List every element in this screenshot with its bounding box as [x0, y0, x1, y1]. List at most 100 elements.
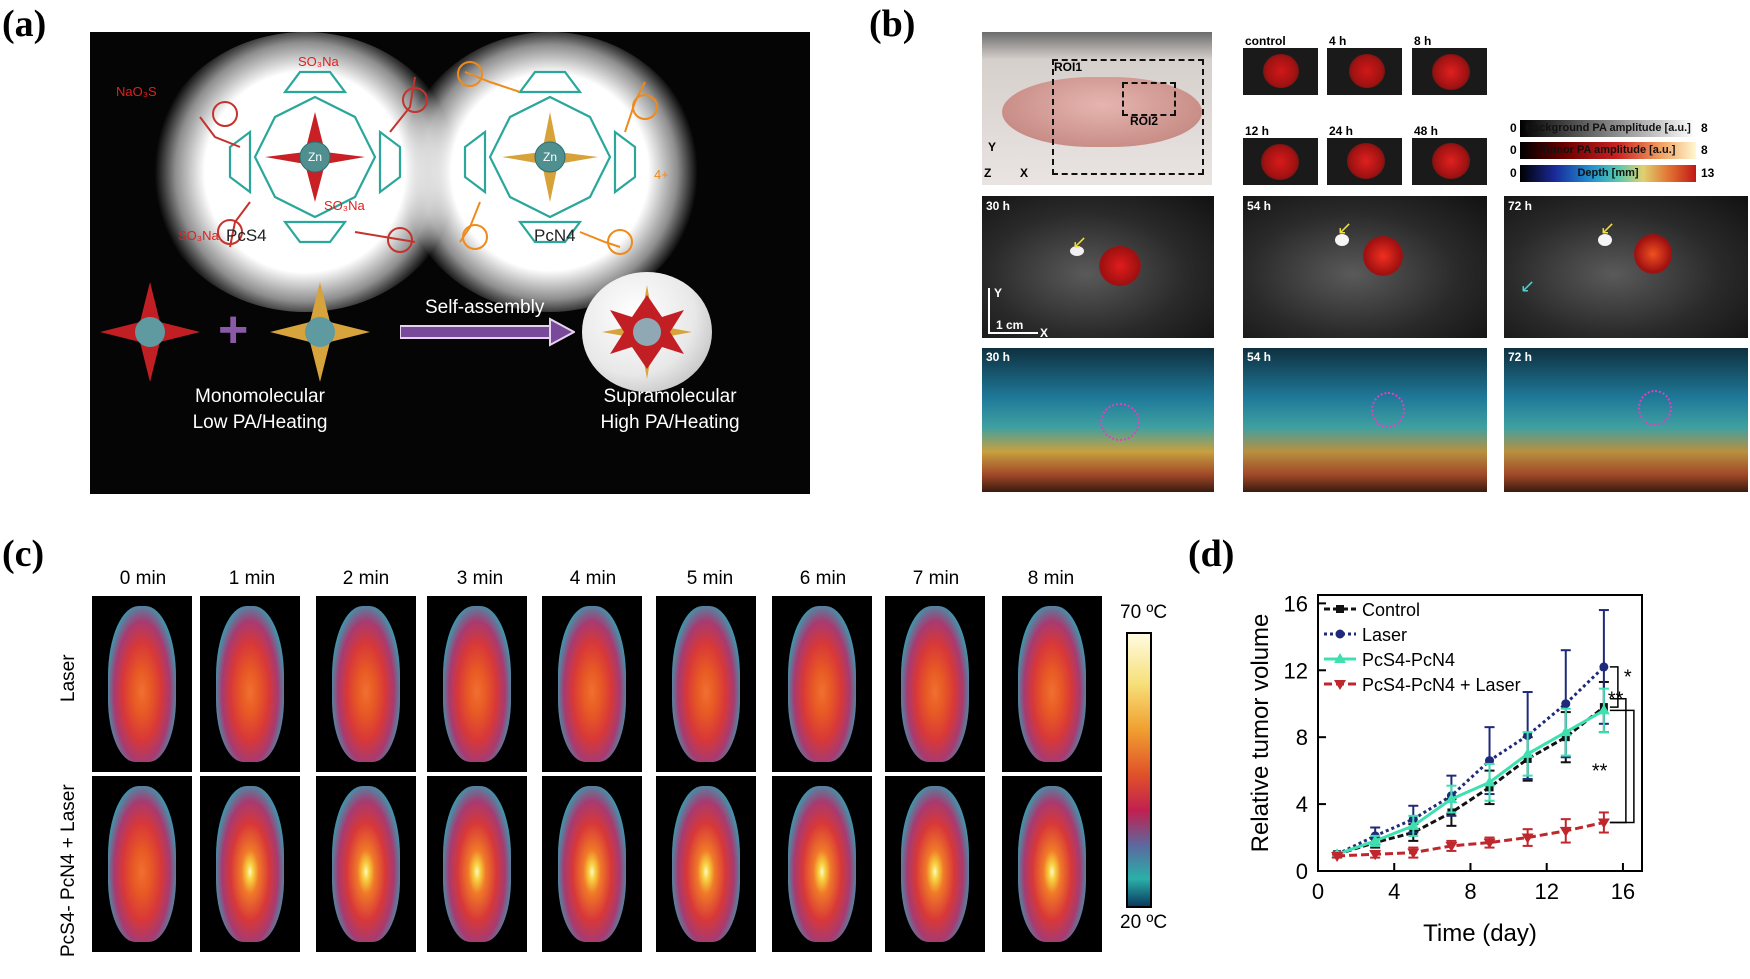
data-point: [1483, 838, 1496, 849]
timepoint-label-8h: 8 h: [1414, 34, 1432, 48]
column-label-3min: 3 min: [456, 568, 504, 589]
thermal-image: [1002, 776, 1102, 952]
thermal-mouse-body: [558, 786, 626, 942]
panel-c-label: (c): [2, 533, 45, 575]
data-point: [1599, 662, 1609, 672]
x-tick-label: 12: [1534, 879, 1558, 904]
column-label-8min: 8 min: [1027, 568, 1075, 589]
thermal-image: [1002, 596, 1102, 772]
thermal-mouse-body: [788, 786, 856, 942]
thermal-image: [656, 596, 756, 772]
small-pa-image: [1412, 138, 1487, 185]
colorbar-depth-min: 0: [1510, 166, 1517, 180]
colorbar-tumor-max: 8: [1701, 143, 1708, 157]
depth-timepoint-54h-label: 54 h: [1247, 350, 1272, 364]
thermal-colorbar-max: 70 ºC: [1120, 602, 1168, 623]
data-point: [1597, 818, 1610, 829]
thermal-mouse-body: [1018, 606, 1086, 762]
timepoint-54h-label: 54 h: [1247, 199, 1272, 213]
data-point: [1561, 699, 1571, 709]
series-line: [1336, 709, 1605, 856]
data-point: [1369, 834, 1382, 845]
self-assembly-label: Self-assembly: [425, 297, 545, 318]
thermal-image: [542, 596, 642, 772]
depth-image-54h: [1243, 348, 1487, 492]
thermal-mouse-body: [901, 786, 969, 942]
data-point: [1483, 776, 1496, 787]
column-label-5min: 5 min: [686, 568, 734, 589]
column-label-0min: 0 min: [119, 568, 167, 589]
colorbar-tumor-min: 0: [1510, 143, 1517, 157]
pcs4-substituent-2: SO₃Na: [298, 54, 339, 69]
roi2-label: ROI2: [1130, 114, 1159, 128]
thermal-mouse-body: [1018, 786, 1086, 942]
pa-image-72h: ↙ ↙: [1504, 196, 1748, 338]
timepoint-label-12h: 12 h: [1245, 124, 1270, 138]
y-tick-label: 12: [1284, 658, 1308, 683]
colorbar-depth-max: 13: [1701, 166, 1715, 180]
column-label-2min: 2 min: [342, 568, 390, 589]
small-pa-image: [1327, 138, 1402, 185]
colorbar-tumor-label: Tumor PA amplitude [a.u.]: [1540, 144, 1676, 156]
thermal-mouse-body: [108, 786, 176, 942]
thermal-mouse-body: [216, 786, 284, 942]
significance-bracket: [1609, 709, 1635, 824]
thermal-mouse-body: [332, 606, 400, 762]
thermal-mouse-body: [216, 606, 284, 762]
pcs4-substituent-4: SO₃Na: [324, 198, 365, 213]
scale-y-label: Y: [994, 286, 1003, 300]
thermal-image: [200, 596, 300, 772]
timepoint-30h-label: 30 h: [986, 199, 1011, 213]
colorbar-background: Background PA amplitude [a.u.]: [1520, 120, 1696, 137]
thermal-image: [656, 776, 756, 952]
right-caption: Supramolecular High PA/Heating: [550, 384, 790, 436]
small-pa-image: [1412, 48, 1487, 95]
thermal-image: [772, 596, 872, 772]
depth-image-30h: [982, 348, 1214, 492]
axis-x-label: X: [1020, 166, 1029, 180]
thermal-image: [885, 596, 985, 772]
x-axis-label: Time (day): [1423, 920, 1537, 947]
x-tick-label: 4: [1388, 879, 1400, 904]
roi2-box: [1122, 82, 1176, 116]
thermal-image: [200, 776, 300, 952]
panel-b-label: (b): [869, 3, 916, 45]
y-tick-label: 16: [1284, 591, 1308, 616]
thermal-image: [316, 596, 416, 772]
thermal-mouse-body: [332, 786, 400, 942]
thermal-mouse-body: [443, 606, 511, 762]
pcs4-structure: Zn: [199, 70, 428, 253]
thermal-image: [542, 776, 642, 952]
column-label-4min: 4 min: [569, 568, 617, 589]
y-axis-label: Relative tumor volume: [1247, 614, 1274, 853]
data-point: [1597, 704, 1610, 715]
thermal-mouse-body: [108, 606, 176, 762]
panel-a-figure: Zn NaO₃S SO₃Na SO₃Na SO₃Na PcS4 Zn 4+ Pc…: [90, 32, 810, 494]
data-point: [1559, 826, 1572, 837]
x-tick-label: 0: [1312, 879, 1324, 904]
thermal-mouse-body: [901, 606, 969, 762]
data-point: [1407, 848, 1420, 859]
data-point: [1559, 726, 1572, 737]
data-point: [1521, 833, 1534, 844]
pa-image-54h: ↙: [1243, 196, 1487, 338]
left-caption-line1: Monomolecular: [195, 386, 325, 407]
depth-timepoint-30h-label: 30 h: [986, 350, 1011, 364]
small-pa-image: [1327, 48, 1402, 95]
plus-sign: +: [218, 301, 249, 359]
data-point: [1521, 747, 1534, 758]
right-caption-line2: High PA/Heating: [600, 412, 740, 433]
red-star-monomer: [100, 282, 200, 382]
significance-bracket: [1609, 697, 1627, 824]
depth-timepoint-72h-label: 72 h: [1508, 350, 1533, 364]
small-pa-image: [1243, 138, 1318, 185]
colorbar-bg-max: 8: [1701, 121, 1708, 135]
column-label-6min: 6 min: [799, 568, 847, 589]
plot-frame: [1317, 594, 1643, 872]
significance-bracket: [1609, 666, 1619, 708]
data-point: [1485, 756, 1495, 766]
panel-d-label: (d): [1188, 533, 1235, 575]
panel-a-label: (a): [2, 3, 47, 45]
pcn4-name: PcN4: [534, 226, 576, 245]
mouse-body: [1002, 77, 1202, 147]
